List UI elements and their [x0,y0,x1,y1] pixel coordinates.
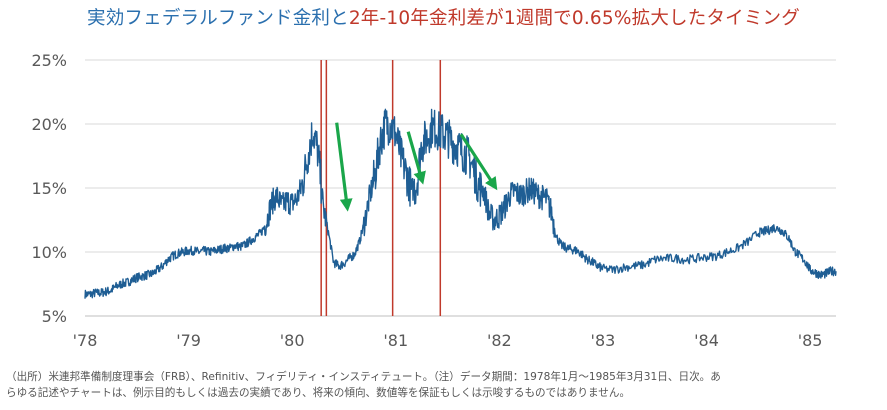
chart-title-part2: 2年-10年金利差が1週間で0.65%拡大したタイミング [348,8,800,29]
fed-funds-rate-line [84,108,837,299]
footnote: （出所）米連邦準備制度理事会（FRB）、Refinitiv、フィデリティ・インス… [6,369,886,401]
chart-title: 実効フェデラルファンド金利と2年-10年金利差が1週間で0.65%拡大したタイミ… [0,4,887,30]
x-tick-label: '80 [280,331,305,350]
y-tick-label: 5% [42,307,67,326]
x-tick-label: '81 [383,331,408,350]
footnote-line2: らゆる記述やチャートは、例示目的もしくは過去の実績であり、将来の傾向、数値等を保… [6,387,631,399]
y-tick-label: 25% [31,51,67,70]
x-tick-label: '84 [694,331,719,350]
x-tick-label: '82 [487,331,512,350]
trend-arrow [335,122,353,212]
y-axis: 5% 10% 15% 20% 25% [31,51,67,326]
footnote-line1: （出所）米連邦準備制度理事会（FRB）、Refinitiv、フィデリティ・インス… [6,371,721,383]
x-tick-label: '85 [798,331,823,350]
x-tick-label: '79 [176,331,201,350]
x-tick-label: '78 [73,331,98,350]
y-tick-label: 20% [31,115,67,134]
trend-arrow [459,133,498,191]
gridlines [85,59,836,253]
y-tick-label: 10% [31,243,67,262]
x-axis: '78 '79 '80 '81 '82 '83 '84 '85 [73,315,836,350]
arrows-group [335,122,498,212]
chart-area: 5% 10% 15% 20% 25% '78 '79 '80 '81 '82 '83 '84 '85 [31,51,837,350]
series-group [84,108,837,299]
y-tick-label: 15% [31,179,67,198]
x-tick-label: '83 [591,331,616,350]
chart-title-part1: 実効フェデラルファンド金利と [87,8,349,29]
trend-arrow [406,131,426,185]
